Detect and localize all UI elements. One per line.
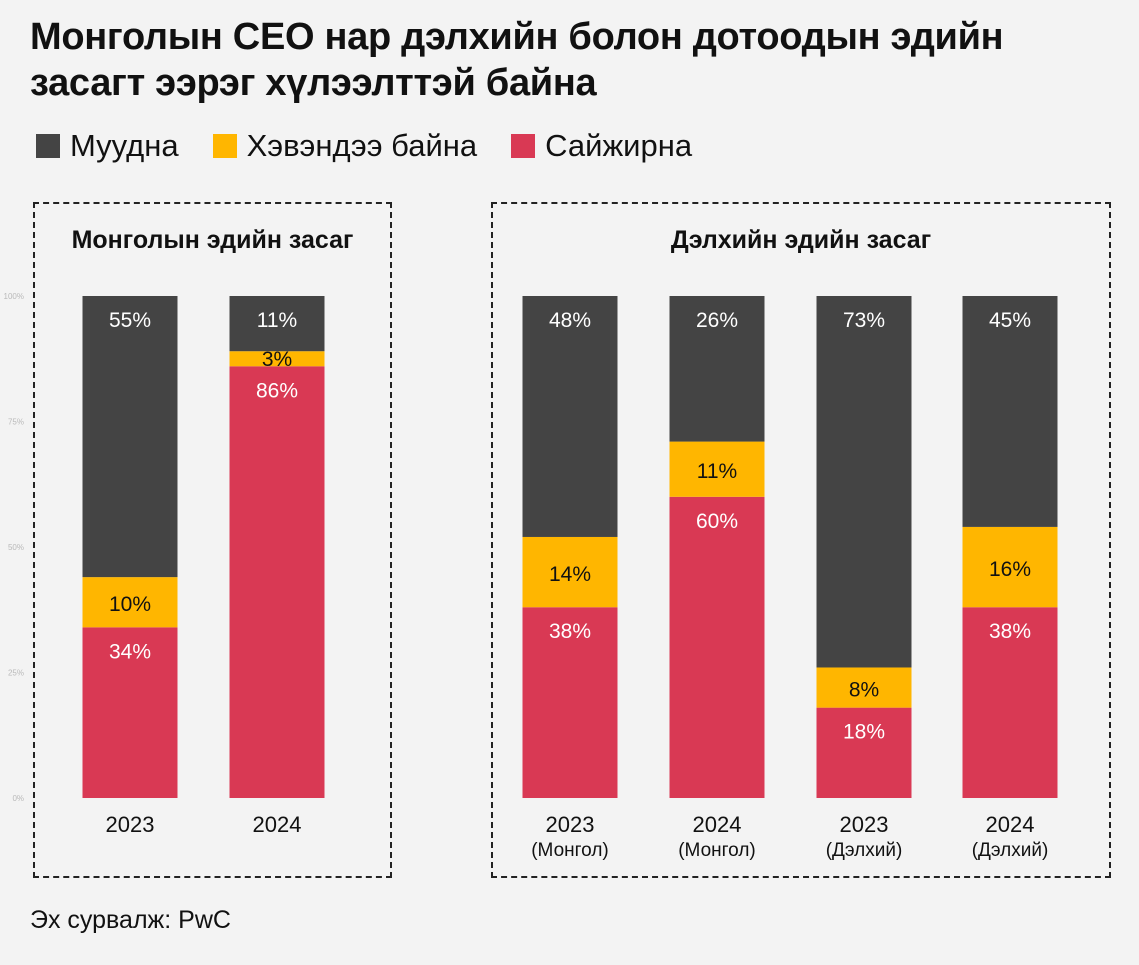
legend-item-worse: Муудна: [36, 128, 179, 164]
bar-segment: [229, 296, 325, 352]
bar-segment: [816, 667, 912, 708]
legend: Муудна Хэвэндээ байна Сайжирна: [36, 126, 726, 166]
x-tick-label: 2023: [546, 812, 595, 837]
legend-swatch-same: [212, 134, 237, 158]
bar-segment: [962, 526, 1058, 608]
data-label: 55%: [109, 309, 151, 332]
data-label: 73%: [843, 309, 885, 332]
data-label: 38%: [549, 620, 591, 643]
data-label: 48%: [549, 309, 591, 332]
source-note: Эх сурвалж: PwC: [30, 906, 231, 934]
bar-segment: [669, 441, 765, 497]
bar-segment: [522, 536, 618, 608]
panel-world-economy: Дэлхийн эдийн засаг: [491, 202, 1111, 878]
data-label: 86%: [256, 379, 298, 402]
x-tick-label: 2024: [693, 812, 742, 837]
bar-segment: [229, 351, 325, 367]
y-tick-label: 100%: [4, 292, 24, 301]
bar-segment: [962, 607, 1058, 798]
panel-mongolia-economy: Монголын эдийн засаг: [33, 202, 392, 878]
bar-segment: [522, 296, 618, 537]
legend-swatch-better: [511, 134, 536, 158]
bar-segment: [816, 707, 912, 798]
data-label: 38%: [989, 620, 1031, 643]
data-label: 8%: [849, 679, 879, 702]
x-tick-label: 2024: [253, 812, 302, 837]
y-tick-label: 0%: [12, 794, 24, 803]
data-label: 26%: [696, 309, 738, 332]
data-label: 18%: [843, 721, 885, 744]
data-label: 16%: [989, 558, 1031, 581]
data-label: 3%: [262, 348, 292, 371]
legend-label-better: Сайжирна: [545, 128, 693, 163]
legend-item-better: Сайжирна: [511, 128, 692, 164]
x-tick-label: (Дэлхий): [826, 840, 903, 861]
data-label: 45%: [989, 309, 1031, 332]
bar-segment: [669, 496, 765, 798]
bar-segment: [962, 296, 1058, 527]
x-tick-label: (Дэлхий): [972, 840, 1049, 861]
chart-title: Монголын CEO нар дэлхийн болон дотоодын …: [30, 16, 1004, 104]
legend-item-same: Хэвэндээ байна: [212, 128, 478, 164]
bar-segment: [82, 577, 178, 628]
x-tick-label: 2024: [986, 812, 1035, 837]
panel-title-mongolia: Монголын эдийн засаг: [71, 226, 354, 254]
x-tick-label: 2023: [840, 812, 889, 837]
legend-label-same: Хэвэндээ байна: [246, 128, 478, 163]
x-tick-label: (Монгол): [678, 840, 756, 861]
x-tick-label: 2023: [106, 812, 155, 837]
x-tick-label: (Монгол): [531, 840, 609, 861]
bar-segment: [82, 627, 178, 798]
data-label: 60%: [696, 510, 738, 533]
data-label: 14%: [549, 563, 591, 586]
bar-segment: [522, 607, 618, 798]
panel-title-world: Дэлхийн эдийн засаг: [670, 226, 932, 254]
data-label: 11%: [257, 309, 297, 332]
data-label: 10%: [109, 593, 151, 616]
data-label: 34%: [109, 640, 151, 663]
y-tick-label: 25%: [8, 669, 24, 678]
bar-segment: [229, 366, 325, 798]
bar-segment: [816, 296, 912, 668]
data-label: 11%: [697, 460, 737, 483]
y-tick-label: 75%: [8, 418, 24, 427]
legend-swatch-worse: [36, 134, 60, 158]
bar-segment: [669, 296, 765, 442]
bar-segment: [82, 296, 178, 578]
y-tick-label: 50%: [8, 543, 24, 552]
legend-label-worse: Муудна: [70, 128, 179, 163]
